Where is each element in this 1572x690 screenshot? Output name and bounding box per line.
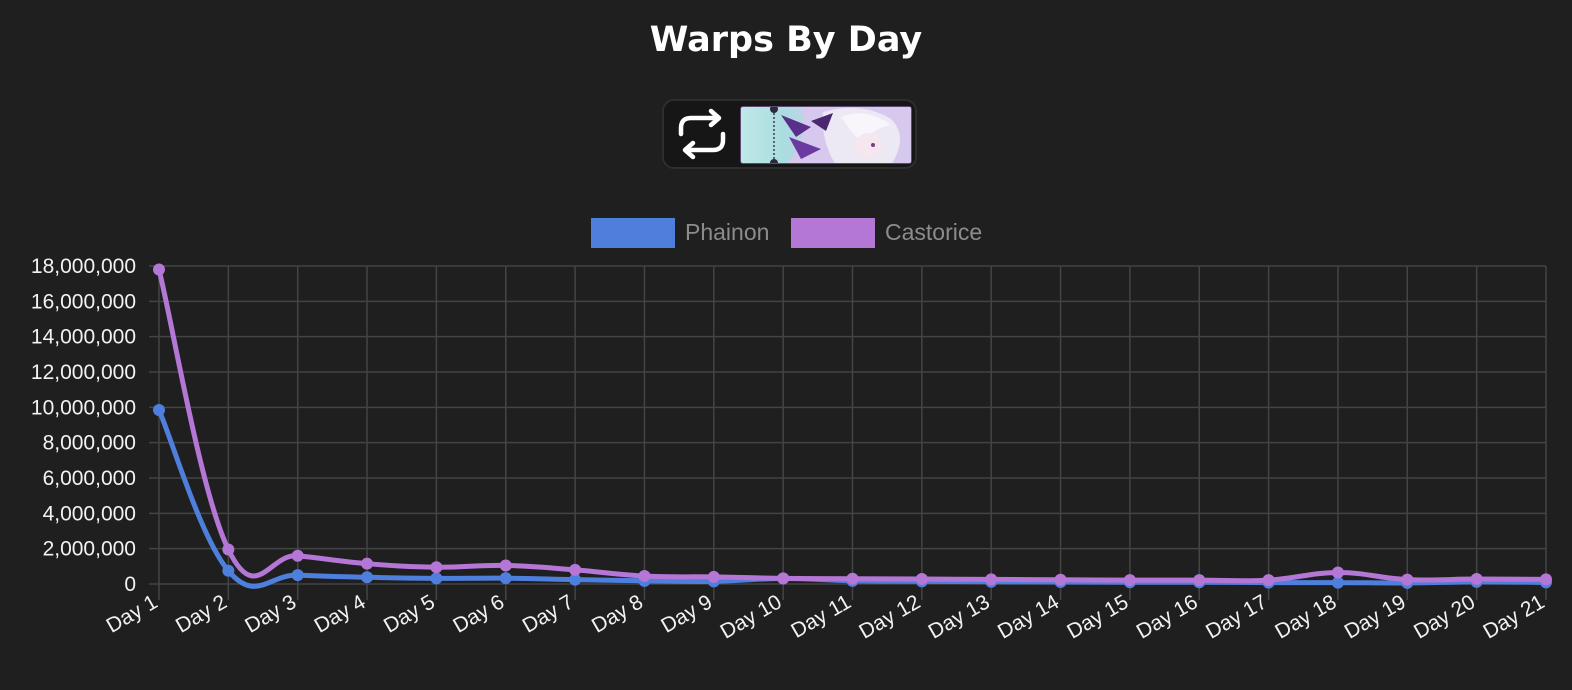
y-tick-label: 10,000,000	[31, 396, 136, 419]
data-point	[499, 559, 512, 572]
data-point	[1540, 573, 1552, 586]
chart-title: Warps By Day	[649, 20, 923, 60]
x-tick-label: Day 3	[241, 590, 300, 637]
legend-swatch	[591, 218, 675, 248]
data-point	[291, 549, 304, 562]
data-point	[361, 557, 374, 570]
y-tick-label: 6,000,000	[43, 467, 136, 490]
x-tick-label: Day 4	[311, 590, 370, 638]
x-tick-label: Day 7	[519, 590, 578, 637]
refresh-icon	[678, 108, 726, 160]
data-point	[1331, 566, 1344, 579]
data-point	[707, 570, 720, 583]
data-point	[846, 572, 859, 585]
data-point	[1470, 573, 1483, 586]
x-tick-label: Day 16	[1133, 590, 1202, 643]
x-tick-label: Day 19	[1341, 590, 1410, 643]
x-tick-label: Day 21	[1479, 590, 1548, 643]
data-point	[153, 263, 165, 276]
x-tick-label: Day 20	[1410, 590, 1479, 643]
y-tick-label: 2,000,000	[43, 538, 136, 561]
data-point	[915, 573, 928, 586]
y-tick-label: 12,000,000	[31, 361, 136, 384]
data-point	[638, 570, 651, 583]
x-tick-label: Day 13	[925, 590, 994, 643]
data-point	[1401, 573, 1414, 586]
y-tick-label: 0	[124, 573, 136, 596]
data-point	[777, 572, 790, 585]
x-tick-label: Day 10	[717, 590, 786, 643]
data-point	[222, 564, 235, 577]
x-tick-label: Day 9	[657, 590, 716, 637]
data-point	[430, 561, 443, 574]
y-tick-label: 14,000,000	[31, 326, 136, 349]
x-tick-label: Day 12	[855, 590, 924, 643]
data-point	[1123, 574, 1136, 587]
refresh-button[interactable]	[670, 108, 734, 160]
data-point	[499, 572, 512, 585]
x-tick-label: Day 14	[994, 590, 1063, 643]
y-tick-label: 18,000,000	[31, 255, 136, 278]
data-point	[153, 403, 165, 416]
y-tick-label: 8,000,000	[43, 432, 136, 455]
x-tick-label: Day 8	[588, 590, 647, 637]
data-point	[1262, 574, 1275, 587]
legend-label: Phainon	[685, 219, 769, 245]
x-tick-label: Day 6	[449, 590, 508, 637]
data-point	[569, 563, 582, 576]
legend-swatch	[791, 218, 875, 248]
legend-label: Castorice	[885, 219, 982, 245]
x-tick-label: Day 18	[1271, 590, 1340, 643]
data-point	[1331, 576, 1344, 589]
x-tick-label: Day 5	[380, 590, 439, 637]
data-point	[430, 572, 443, 585]
x-tick-label: Day 1	[102, 590, 161, 637]
data-point	[361, 571, 374, 584]
data-point	[291, 569, 304, 582]
x-tick-label: Day 17	[1202, 590, 1271, 643]
banner-art	[770, 107, 911, 163]
series-line-castorice	[156, 267, 1549, 584]
x-tick-label: Day 2	[172, 590, 231, 637]
data-point	[1054, 573, 1067, 586]
data-point	[985, 573, 998, 586]
y-tick-label: 16,000,000	[31, 290, 136, 313]
x-tick-label: Day 11	[787, 590, 855, 642]
data-point	[569, 573, 582, 586]
x-tick-label: Day 15	[1063, 590, 1132, 643]
data-point	[1193, 574, 1206, 587]
data-point	[222, 543, 235, 556]
y-tick-label: 4,000,000	[43, 502, 136, 525]
character-banner[interactable]	[740, 106, 912, 164]
chart-controls	[662, 99, 917, 169]
